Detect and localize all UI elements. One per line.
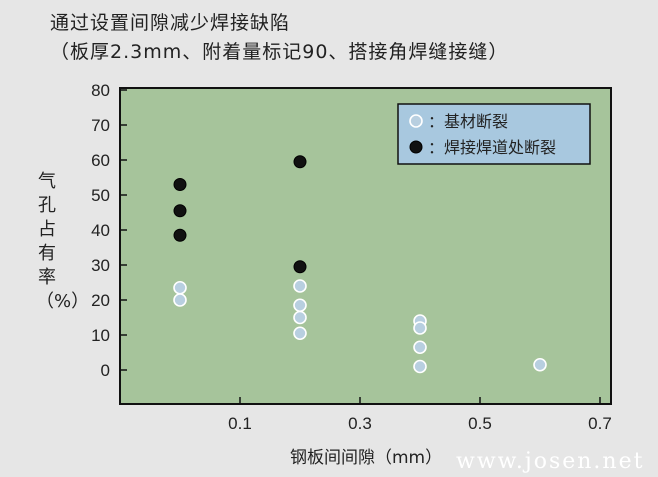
y-tick-label: 0 — [101, 361, 110, 380]
point-base-fracture — [533, 357, 547, 372]
legend-label: ：基材断裂 — [428, 112, 508, 131]
y-tick-label: 80 — [91, 81, 110, 100]
point-base-fracture — [413, 359, 427, 374]
x-axis: 0.1 0.3 0.5 0.7 — [228, 397, 612, 433]
y-tick-label: 30 — [91, 256, 110, 275]
legend: ：基材断裂 ：焊接焊道处断裂 — [397, 103, 591, 165]
y-tick-label: 40 — [91, 221, 110, 240]
point-base-fracture — [293, 298, 307, 313]
y-axis-label: 气孔占有率（%） — [36, 171, 90, 312]
chart-subtitle: （板厚2.3mm、附着量标记90、搭接角焊缝接缝） — [50, 41, 509, 63]
chart-title: 通过设置间隙减少焊接缺陷 — [50, 12, 291, 34]
x-tick-label: 0.3 — [348, 414, 372, 433]
point-weld-fracture — [173, 178, 187, 191]
point-base-fracture — [413, 340, 427, 355]
y-tick-label: 60 — [91, 151, 110, 170]
point-base-fracture — [293, 310, 307, 325]
y-tick-label: 20 — [91, 291, 110, 310]
y-tick-label: 10 — [91, 326, 110, 345]
point-base-fracture — [173, 293, 187, 307]
point-base-fracture — [413, 321, 427, 335]
legend-marker — [409, 140, 423, 154]
point-base-fracture — [293, 279, 307, 293]
watermark: www.josen.net — [456, 449, 645, 474]
legend-box — [397, 103, 591, 165]
x-tick-label: 0.1 — [228, 414, 252, 433]
point-weld-fracture — [173, 228, 187, 242]
point-weld-fracture — [293, 155, 307, 169]
x-tick-label: 0.7 — [588, 414, 612, 433]
legend-label: ：焊接焊道处断裂 — [428, 138, 556, 157]
point-weld-fracture — [173, 204, 187, 218]
x-tick-label: 0.5 — [468, 414, 492, 433]
data-points — [173, 155, 547, 374]
y-tick-label: 50 — [91, 186, 110, 205]
point-base-fracture — [173, 280, 187, 295]
y-tick-label: 70 — [91, 116, 110, 135]
point-weld-fracture — [293, 260, 307, 274]
y-axis: 80 70 60 50 40 30 20 10 0 — [91, 81, 127, 380]
legend-marker — [409, 114, 423, 128]
x-axis-label: 钢板间间隙（mm） — [290, 448, 443, 468]
point-base-fracture — [293, 326, 307, 341]
